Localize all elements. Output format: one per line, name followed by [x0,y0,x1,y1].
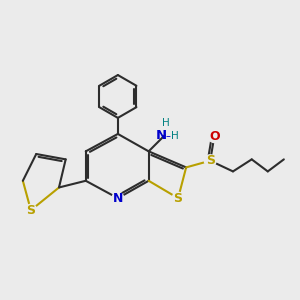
Circle shape [208,131,220,142]
Text: S: S [174,192,183,205]
Text: H: H [171,131,179,141]
Circle shape [204,155,216,167]
Text: –: – [166,131,170,141]
Circle shape [172,192,184,204]
Text: N: N [113,192,123,205]
Text: H: H [162,118,170,128]
Circle shape [112,192,124,204]
Circle shape [25,204,37,216]
Text: S: S [206,154,215,167]
Text: S: S [26,204,35,217]
Text: N: N [156,129,167,142]
Text: O: O [209,130,220,143]
